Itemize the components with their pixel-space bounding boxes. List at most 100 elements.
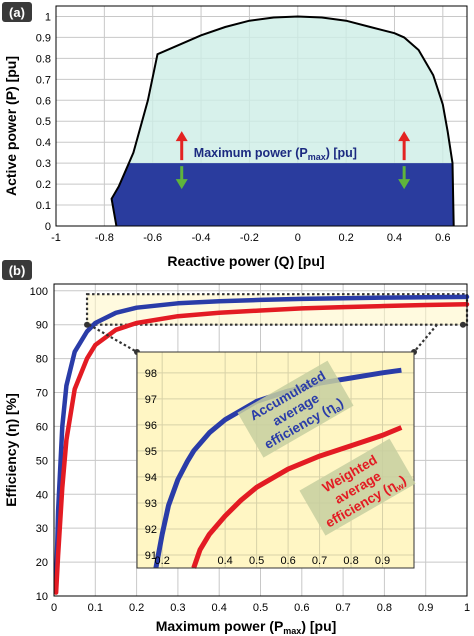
x-tick-label: 1 [464, 602, 470, 614]
panel-b: (b) 0.2 0.4 0.5 0.6 0.7 0.8 0.9 91 92 93 94 95 96 97 9… [2, 260, 470, 636]
x-tick-label: 0.8 [377, 602, 392, 614]
arrow-up-head-1 [398, 131, 411, 142]
y-tick-label: 0.4 [36, 137, 51, 149]
panel-a: (a) -1 -0.8 -0.6 -0.4 -0.2 0 0.2 0.4 0.6 0 0.1 0.2 0… [2, 2, 468, 269]
y-tick-label: 0.8 [36, 53, 51, 65]
panel-b-ticks: 0 0.1 0.2 0.3 0.4 0.5 0.6 0.7 0.8 0.9 1 10 20 30 40 50 6… [30, 286, 470, 614]
inset-y-tick-label: 93 [145, 498, 157, 510]
inset-y-tick-label: 97 [145, 394, 157, 406]
inset-x-tick-label: 0.2 [155, 555, 170, 567]
pmax-annotation-suffix: ) [pu] [326, 146, 357, 160]
inset-x-tick-label: 0.6 [280, 555, 295, 567]
inset-x-tick-label: 0.5 [249, 555, 264, 567]
inset-x-tick-label: 0.8 [343, 555, 358, 567]
panel-a-label: (a) [9, 5, 25, 20]
x-tick-label: 0.7 [335, 602, 350, 614]
pmax-region [111, 163, 454, 226]
pmax-annotation-text: Maximum power (P [194, 146, 308, 160]
y-tick-label: 50 [36, 455, 48, 467]
accumulated-label-bg [237, 360, 354, 458]
y-tick-label: 80 [36, 354, 48, 366]
inset-frame [136, 351, 415, 569]
panel-b-ylabel: Efficiency (η) [%] [3, 393, 19, 507]
inset-y-tick-label: 91 [145, 550, 157, 562]
x-tick-label: 0 [51, 602, 57, 614]
panel-a-ticks: -1 -0.8 -0.6 -0.4 -0.2 0 0.2 0.4 0.6 0 0.1 0.2 0.3 0.… [36, 11, 451, 244]
panel-b-xlabel-sub: max [283, 626, 301, 636]
y-tick-label: 0.1 [36, 200, 51, 212]
inset-y-tick-label: 92 [145, 524, 157, 536]
zoom-anchor-dot [84, 321, 91, 328]
y-tick-label: 0.3 [36, 158, 51, 170]
panel-a-xlabel: Reactive power (Q) [pu] [167, 253, 324, 269]
pmax-arrows [175, 131, 411, 190]
pmax-annotation-sub: max [308, 152, 326, 162]
panel-a-label-box [2, 2, 32, 22]
weighted-label-suffix: ) [397, 472, 408, 487]
y-tick-label: 100 [30, 286, 48, 298]
inset-y-tick-label: 98 [145, 368, 157, 380]
panel-b-label-box [2, 260, 32, 280]
panel-b-frame [53, 283, 468, 597]
inset-y-tick-label: 95 [145, 446, 157, 458]
inset-x-tick-label: 0.7 [312, 555, 327, 567]
panel-b-label: (b) [9, 263, 26, 278]
panel-b-xlabel: Maximum power (Pmax) [pu] [156, 618, 337, 636]
zoom-connector-right [413, 323, 438, 353]
x-tick-label: -1 [51, 232, 61, 244]
zoom-connector-left [88, 323, 138, 353]
panel-b-xlabel-text: Maximum power (P [156, 618, 284, 634]
x-tick-label: 0.4 [387, 232, 402, 244]
y-tick-label: 0.6 [36, 95, 51, 107]
x-tick-label: 0.1 [88, 602, 103, 614]
y-tick-label: 10 [36, 591, 48, 603]
x-tick-label: 0.9 [418, 602, 433, 614]
x-tick-label: 0.6 [435, 232, 450, 244]
y-tick-label: 0.5 [36, 116, 51, 128]
accumulated-efficiency-line [53, 294, 470, 592]
x-tick-label: 0.3 [170, 602, 185, 614]
inset-x-tick-label: 0.9 [375, 555, 390, 567]
x-tick-label: -0.4 [192, 232, 211, 244]
y-tick-label: 90 [36, 320, 48, 332]
inset-accumulated-line [153, 367, 402, 569]
zoom-anchor-dot [460, 321, 466, 328]
inset-y-tick-label: 94 [145, 472, 157, 484]
y-tick-label: 0.2 [36, 179, 51, 191]
arrow-down-head-1 [398, 179, 411, 190]
arrow-down-head-0 [175, 179, 188, 190]
accumulated-label-suffix: ) [334, 395, 345, 410]
inset-y-tick-label: 96 [145, 420, 157, 432]
y-tick-label: 40 [36, 489, 48, 501]
y-tick-label: 1 [45, 11, 51, 23]
x-tick-label: 0 [295, 232, 301, 244]
y-tick-label: 60 [36, 421, 48, 433]
x-tick-label: 0.5 [253, 602, 268, 614]
x-tick-label: 0.4 [212, 602, 227, 614]
x-tick-label: -0.6 [143, 232, 162, 244]
weighted-efficiency-line [53, 302, 470, 595]
y-tick-label: 20 [36, 557, 48, 569]
x-tick-label: -0.8 [95, 232, 114, 244]
panel-a-frame [55, 5, 468, 227]
panel-b-series [53, 294, 470, 595]
y-tick-label: 70 [36, 388, 48, 400]
capability-boundary [110, 15, 455, 227]
arrow-up-head-0 [175, 131, 188, 142]
x-tick-label: -0.2 [240, 232, 259, 244]
weighted-label-bg [299, 438, 416, 536]
y-tick-label: 0.7 [36, 74, 51, 86]
pmax-annotation: Maximum power (Pmax) [pu] [194, 146, 357, 162]
y-tick-label: 30 [36, 523, 48, 535]
y-tick-label: 0 [45, 221, 51, 233]
zoom-connectors [84, 321, 466, 355]
x-tick-label: 0.2 [338, 232, 353, 244]
x-tick-label: 0.2 [129, 602, 144, 614]
inset-x-tick-label: 0.4 [217, 555, 232, 567]
y-tick-label: 0.9 [36, 32, 51, 44]
inset-weighted-line [191, 425, 403, 569]
accumulated-label-sub: a [333, 403, 343, 415]
